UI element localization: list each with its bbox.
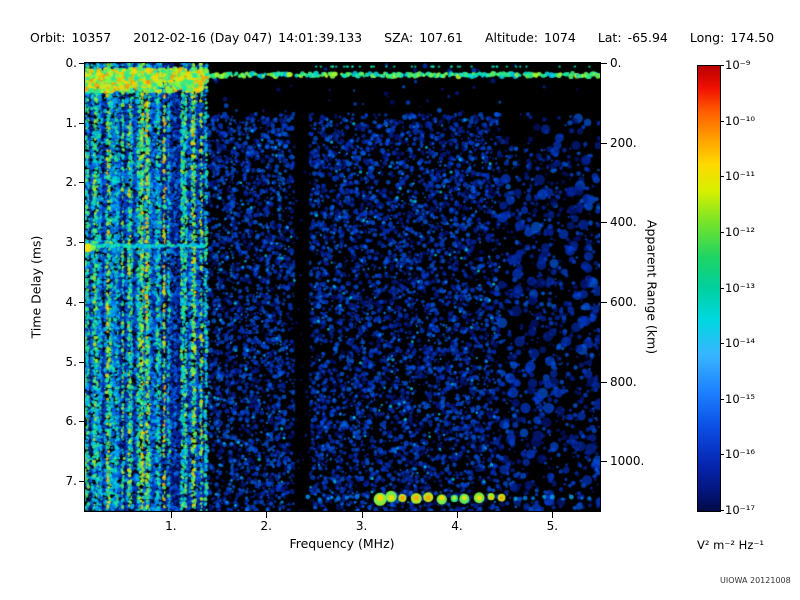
y2-tick-mark bbox=[601, 301, 607, 303]
sza-label: SZA: bbox=[384, 30, 414, 45]
date-value: 2012-02-16 (Day 047) bbox=[133, 30, 273, 45]
long-label: Long: bbox=[689, 30, 725, 45]
colorbar-tick-label: 10⁻¹⁵ bbox=[725, 391, 755, 406]
colorbar-tick-label: 10⁻¹⁷ bbox=[725, 503, 755, 517]
sza-value: 107.61 bbox=[419, 30, 463, 45]
spectrogram-canvas bbox=[85, 63, 600, 511]
y-tick-mark bbox=[79, 122, 85, 124]
x-tick-label: 4. bbox=[451, 519, 463, 533]
orbit-label: Orbit: bbox=[30, 30, 66, 45]
lat-label: Lat: bbox=[597, 30, 622, 45]
y-tick-label: 0. bbox=[65, 56, 77, 70]
y2-tick-mark bbox=[601, 222, 607, 224]
long-value: 174.50 bbox=[730, 30, 775, 45]
colorbar-tick-label: 10⁻¹² bbox=[725, 224, 755, 239]
colorbar-tick-label: 10⁻¹⁶ bbox=[725, 447, 755, 462]
colorbar-tick-mark bbox=[720, 510, 724, 511]
y-tick-label: 2. bbox=[65, 175, 77, 190]
altitude-value: 1074 bbox=[544, 30, 576, 45]
y2-tick-mark bbox=[601, 142, 607, 144]
y2-tick-mark bbox=[601, 461, 607, 463]
colorbar-tick-mark bbox=[720, 398, 724, 400]
colorbar-unit-label: V² m⁻² Hz⁻¹ bbox=[697, 538, 765, 552]
orbit-value: 10357 bbox=[71, 30, 112, 45]
x-tick-label: 5. bbox=[546, 519, 559, 533]
y2-tick-label: 400. bbox=[610, 215, 637, 230]
y2-tick-mark bbox=[601, 63, 607, 64]
x-axis-title: Frequency (MHz) bbox=[289, 536, 395, 551]
x-tick-mark bbox=[361, 512, 363, 518]
header-info: Orbit: 10357 2012-02-16 (Day 047) 14:01:39.… bbox=[30, 30, 780, 45]
y-tick-label: 1. bbox=[65, 115, 77, 130]
colorbar-tick-label: 10⁻¹⁰ bbox=[725, 113, 755, 128]
x-tick-mark bbox=[170, 512, 172, 518]
credit-text: UIOWA 20121008 bbox=[720, 576, 791, 585]
y-tick-mark bbox=[79, 301, 85, 303]
colorbar-tick-label: 10⁻¹⁴ bbox=[725, 336, 755, 351]
y-tick-mark bbox=[79, 63, 85, 64]
y2-tick-label: 200. bbox=[610, 135, 637, 150]
colorbar-tick-label: 10⁻⁹ bbox=[725, 58, 751, 72]
x-tick-label: 1. bbox=[165, 519, 177, 533]
colorbar-tick-label: 10⁻¹³ bbox=[725, 280, 755, 295]
colorbar-tick-mark bbox=[720, 343, 724, 345]
y-tick-mark bbox=[79, 182, 85, 184]
colorbar-tick-label: 10⁻¹¹ bbox=[725, 169, 755, 184]
colorbar-tick-mark bbox=[720, 65, 724, 66]
colorbar-tick-mark bbox=[720, 231, 724, 233]
colorbar bbox=[697, 65, 721, 512]
y-tick-mark bbox=[79, 242, 85, 244]
y-tick-label: 4. bbox=[65, 294, 77, 309]
y-tick-mark bbox=[79, 481, 85, 483]
y2-axis-title: Apparent Range (km) bbox=[644, 219, 660, 355]
y-tick-mark bbox=[79, 361, 85, 363]
x-tick-mark bbox=[266, 512, 268, 518]
y-tick-mark bbox=[79, 421, 85, 423]
y2-tick-label: 0. bbox=[610, 56, 622, 70]
y2-tick-label: 1000. bbox=[610, 454, 645, 469]
x-tick-label: 2. bbox=[260, 519, 272, 533]
y-tick-label: 6. bbox=[65, 414, 77, 429]
x-tick-label: 3. bbox=[355, 519, 368, 533]
y2-tick-label: 600. bbox=[610, 294, 637, 309]
colorbar-tick-mark bbox=[720, 454, 724, 456]
y2-tick-label: 800. bbox=[610, 374, 637, 389]
y-tick-label: 7. bbox=[65, 474, 77, 489]
colorbar-tick-mark bbox=[720, 287, 724, 289]
x-tick-mark bbox=[456, 512, 458, 518]
x-tick-mark bbox=[552, 512, 554, 518]
y-tick-label: 3. bbox=[65, 235, 77, 250]
lat-value: -65.94 bbox=[627, 30, 668, 45]
spectrogram-plot-frame bbox=[84, 62, 601, 512]
colorbar-tick-mark bbox=[720, 176, 724, 178]
colorbar-tick-mark bbox=[720, 120, 724, 122]
time-value: 14:01:39.133 bbox=[278, 30, 363, 45]
y2-tick-mark bbox=[601, 381, 607, 383]
y-tick-label: 5. bbox=[65, 354, 77, 369]
y-axis-title: Time Delay (ms) bbox=[28, 235, 44, 339]
altitude-label: Altitude: bbox=[484, 30, 538, 45]
